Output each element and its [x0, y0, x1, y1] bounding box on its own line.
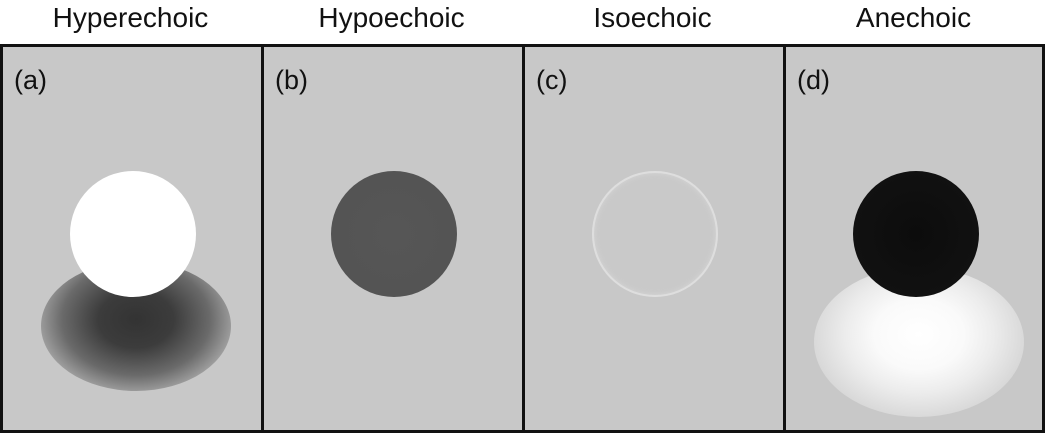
panel-label-d: (d) [797, 65, 830, 95]
panel-c: (c) [525, 47, 783, 430]
panel-divider [783, 47, 786, 430]
title-anechoic: Anechoic [855, 2, 972, 33]
title-isoechoic: Isoechoic [593, 2, 712, 33]
title-hyperechoic: Hyperechoic [52, 2, 209, 33]
title-hypoechoic: Hypoechoic [318, 2, 465, 33]
hyperechoic-lesion [70, 171, 196, 297]
column-titles: Hyperechoic Hypoechoic Isoechoic Anechoi… [0, 0, 1045, 44]
panel-label-c: (c) [536, 65, 568, 95]
panel-divider [522, 47, 525, 430]
panel-label-a: (a) [14, 65, 47, 95]
figure-frame: (a) (b) (c) (d) [0, 44, 1045, 433]
panel-b: (b) [264, 47, 522, 430]
anechoic-lesion [853, 171, 979, 297]
panel-label-b: (b) [275, 65, 308, 95]
hypoechoic-lesion [331, 171, 457, 297]
panel-divider [261, 47, 264, 430]
panel-a: (a) [3, 47, 261, 430]
panel-d: (d) [786, 47, 1042, 430]
isoechoic-lesion [592, 171, 718, 297]
